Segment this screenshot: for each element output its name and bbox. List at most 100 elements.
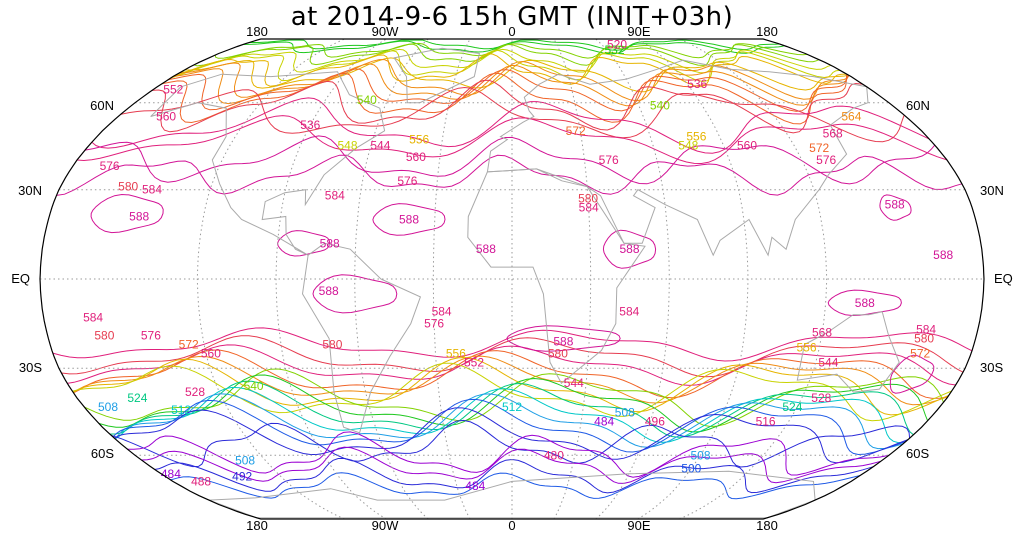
lon-label-bottom: 90E: [627, 518, 650, 533]
contour-cell-588: [90, 193, 164, 234]
graticule-meridian: [354, 38, 429, 520]
contour-label: 556: [796, 340, 816, 354]
coastline: [301, 242, 422, 434]
contour-label: 584: [142, 183, 162, 197]
contour-label: 520: [607, 38, 627, 52]
contour-label: 564: [841, 110, 861, 124]
lon-label-bottom: 180: [756, 518, 778, 533]
contour-label: 540: [357, 93, 377, 107]
contour-label: 588: [933, 248, 953, 262]
contour-label: 536: [687, 77, 707, 91]
contour-line-572: [167, 68, 848, 112]
contour-cell-588: [889, 354, 935, 394]
contour-label: 544: [818, 355, 838, 369]
contour-label: 540: [650, 99, 670, 113]
coastline: [150, 71, 386, 256]
contour-label: 588: [855, 296, 875, 310]
contour-label: 532: [604, 43, 624, 57]
contour-label: 588: [476, 242, 496, 256]
lon-label-top: 180: [756, 24, 778, 39]
contour-label: 552: [464, 355, 484, 369]
coastline: [393, 47, 481, 104]
graticule-meridian: [275, 38, 387, 520]
contour-label: 552: [163, 82, 183, 96]
contour-line-548: [72, 362, 952, 422]
contour-label: 508: [690, 448, 710, 462]
lat-label-right: 60N: [906, 98, 930, 113]
lat-label-left: EQ: [11, 271, 30, 286]
lon-label-top: 180: [246, 24, 268, 39]
contour-label: 508: [98, 400, 118, 414]
contour-label: 512: [171, 403, 191, 417]
contour-label: 500: [681, 462, 701, 476]
contour-label: 588: [619, 242, 639, 256]
graticule-meridian: [432, 38, 471, 520]
contour-label: 580: [914, 332, 934, 346]
contour-label: 576: [397, 174, 417, 188]
contour-label: 556: [409, 133, 429, 147]
contour-line-532: [98, 374, 929, 433]
lat-label-left: 60N: [90, 98, 114, 113]
contour-label: 576: [599, 153, 619, 167]
contour-label: 568: [812, 326, 832, 340]
contour-line-584: [76, 115, 948, 165]
contour-label: 548: [337, 138, 357, 152]
contour-line-580: [151, 79, 863, 134]
contour-label: 492: [232, 469, 252, 483]
contour-label: 588: [885, 198, 905, 212]
contour-label: 580: [94, 329, 114, 343]
contour-label: 540: [244, 379, 264, 393]
lon-label-bottom: 180: [246, 518, 268, 533]
lon-label-bottom: 90W: [372, 518, 399, 533]
contour-label: 588: [129, 210, 149, 224]
contour-label: 576: [816, 153, 836, 167]
contour-label: 584: [619, 305, 639, 319]
contour-line-564: [173, 63, 848, 107]
contour-label: 588: [320, 236, 340, 250]
contour-line-540: [193, 43, 820, 67]
lat-label-left: 30N: [18, 183, 42, 198]
contour-label: 584: [83, 311, 103, 325]
contour-label: 496: [645, 414, 665, 428]
contour-label: 556: [446, 346, 466, 360]
contour-label: 588: [553, 335, 573, 349]
contour-label: 572: [910, 346, 930, 360]
contour-label: 580: [118, 180, 138, 194]
contour-label: 584: [916, 323, 936, 337]
contour-label: 584: [325, 189, 345, 203]
coastline: [486, 59, 869, 257]
graticule-meridian: [196, 38, 345, 520]
contour-cell-588: [879, 194, 912, 221]
contour-label: 584: [432, 305, 452, 319]
contour-label: 528: [185, 385, 205, 399]
lat-label-left: 30S: [19, 360, 42, 375]
lon-label-bottom: 0: [508, 518, 515, 533]
contour-label: 544: [370, 138, 390, 152]
contour-label: 572: [809, 141, 829, 155]
contour-label: 484: [465, 479, 485, 493]
contour-label: 560: [406, 150, 426, 164]
contour-label: 572: [179, 338, 199, 352]
contour-cell-588: [602, 229, 657, 269]
contour-label: 524: [127, 391, 147, 405]
contour-label: 512: [502, 400, 522, 414]
contour-label: 560: [156, 110, 176, 124]
contour-label: 516: [756, 414, 776, 428]
contour-label: 528: [811, 391, 831, 405]
contour-label: 580: [578, 192, 598, 206]
contour-label: 524: [782, 400, 802, 414]
contour-label: 580: [548, 346, 568, 360]
graticule: [40, 38, 984, 520]
graticule-meridian: [679, 38, 828, 520]
contour-label: 560: [737, 138, 757, 152]
lat-label-left: 60S: [91, 446, 114, 461]
contour-label: 548: [678, 138, 698, 152]
contour-cell-588: [312, 274, 398, 314]
lon-label-top: 0: [508, 24, 515, 39]
contour-label: 576: [424, 317, 444, 331]
contour-line-540: [214, 42, 808, 59]
contour-label: 588: [399, 213, 419, 227]
lat-label-right: 60S: [906, 446, 929, 461]
